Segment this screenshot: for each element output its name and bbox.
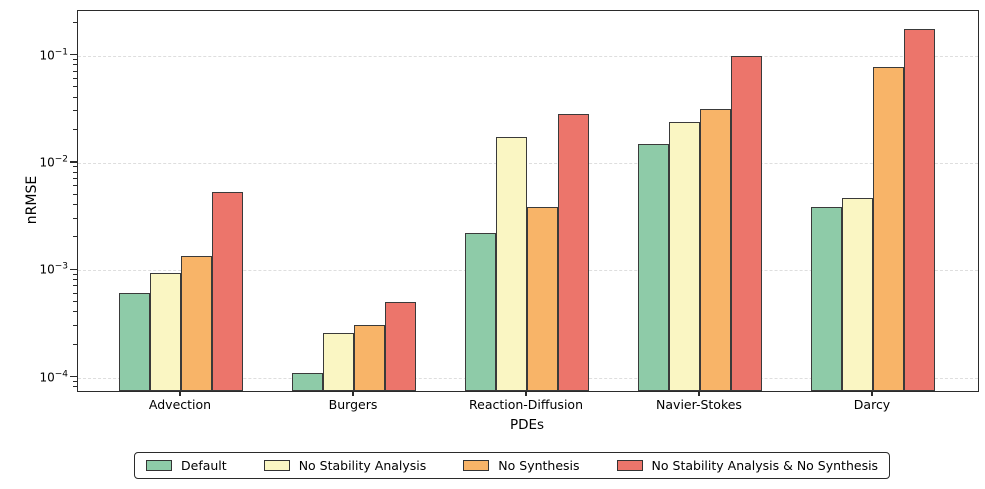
- legend-swatch-icon: [146, 460, 172, 471]
- legend-swatch-icon: [616, 460, 643, 471]
- legend-label: No Stability Analysis: [298, 458, 427, 473]
- legend-label: Default: [181, 458, 227, 473]
- y-tick-label: 10−3: [39, 261, 68, 277]
- y-minor-tick: [73, 343, 77, 345]
- y-tick-label: 10−1: [39, 47, 68, 63]
- bar-darcy-series-2: [873, 67, 904, 391]
- y-minor-tick: [73, 178, 77, 180]
- y-minor-tick: [73, 311, 77, 313]
- bar-advection-series-1: [150, 272, 181, 391]
- bar-advection-series-3: [212, 192, 243, 391]
- x-tick: [698, 391, 700, 396]
- y-minor-tick: [73, 166, 77, 168]
- y-minor-tick: [73, 285, 77, 287]
- y-minor-tick: [73, 381, 77, 382]
- y-gridline: [78, 162, 978, 164]
- y-major-tick: [70, 54, 77, 56]
- bar-burgers-series-0: [292, 373, 323, 391]
- legend-swatch-icon: [263, 460, 290, 471]
- y-minor-tick: [73, 279, 77, 281]
- y-minor-tick: [73, 236, 77, 238]
- bar-darcy-series-0: [811, 206, 842, 391]
- bar-advection-series-0: [119, 292, 150, 391]
- y-tick-label: 10−4: [39, 369, 68, 385]
- bar-reaction-diffusion-series-1: [496, 137, 527, 391]
- x-tick-label: Advection: [148, 397, 212, 412]
- y-minor-tick: [73, 292, 77, 294]
- legend: Default No Stability Analysis No Synthesis…: [134, 452, 891, 479]
- legend-item: No Stability Analysis: [263, 458, 427, 473]
- x-tick-label: Burgers: [328, 397, 378, 412]
- x-tick: [525, 391, 527, 396]
- x-tick-label: Reaction-Diffusion: [469, 397, 583, 412]
- bar-burgers-series-1: [323, 333, 354, 391]
- bar-burgers-series-2: [354, 324, 385, 391]
- bar-navier-stokes-series-3: [731, 55, 762, 391]
- y-tick-label: 10−2: [39, 154, 68, 170]
- y-gridline: [78, 55, 978, 57]
- y-major-tick: [70, 161, 77, 163]
- y-minor-tick: [73, 301, 77, 303]
- x-axis-label: PDEs: [509, 417, 545, 433]
- y-minor-tick: [73, 110, 77, 112]
- y-minor-tick: [73, 324, 77, 326]
- bar-navier-stokes-series-2: [700, 109, 731, 391]
- bar-darcy-series-1: [842, 198, 873, 391]
- y-minor-tick: [73, 217, 77, 219]
- bar-navier-stokes-series-0: [638, 143, 669, 391]
- y-major-tick: [70, 376, 77, 378]
- x-tick-label: Navier-Stokes: [656, 397, 742, 412]
- legend-label: No Stability Analysis & No Synthesis: [651, 458, 879, 473]
- y-minor-tick: [73, 58, 77, 60]
- y-minor-tick: [73, 129, 77, 131]
- y-minor-tick: [73, 64, 77, 66]
- y-minor-tick: [73, 193, 77, 195]
- y-minor-tick: [73, 204, 77, 206]
- bar-reaction-diffusion-series-3: [558, 114, 589, 391]
- y-minor-tick: [73, 21, 77, 23]
- x-tick-label: Darcy: [853, 397, 891, 412]
- y-axis-label: nRMSE: [24, 175, 41, 225]
- y-minor-tick: [73, 273, 77, 275]
- legend-item: Default: [146, 458, 227, 473]
- x-tick: [352, 391, 354, 396]
- y-minor-tick: [73, 77, 77, 79]
- legend-label: No Synthesis: [498, 458, 580, 473]
- bar-advection-series-2: [181, 256, 212, 391]
- y-minor-tick: [73, 86, 77, 88]
- bar-burgers-series-3: [385, 301, 416, 391]
- x-tick: [179, 391, 181, 396]
- y-major-tick: [70, 268, 77, 270]
- legend-swatch-icon: [463, 460, 490, 471]
- bar-reaction-diffusion-series-0: [465, 233, 496, 391]
- y-minor-tick: [73, 386, 77, 388]
- bar-reaction-diffusion-series-2: [527, 206, 558, 391]
- y-minor-tick: [73, 70, 77, 72]
- plot-area: [77, 10, 979, 392]
- y-minor-tick: [73, 171, 77, 173]
- x-tick: [871, 391, 873, 396]
- y-minor-tick: [73, 96, 77, 98]
- legend-item: No Stability Analysis & No Synthesis: [616, 458, 879, 473]
- y-minor-tick: [73, 185, 77, 187]
- bar-navier-stokes-series-1: [669, 122, 700, 391]
- legend-item: No Synthesis: [463, 458, 580, 473]
- bar-darcy-series-3: [904, 28, 935, 391]
